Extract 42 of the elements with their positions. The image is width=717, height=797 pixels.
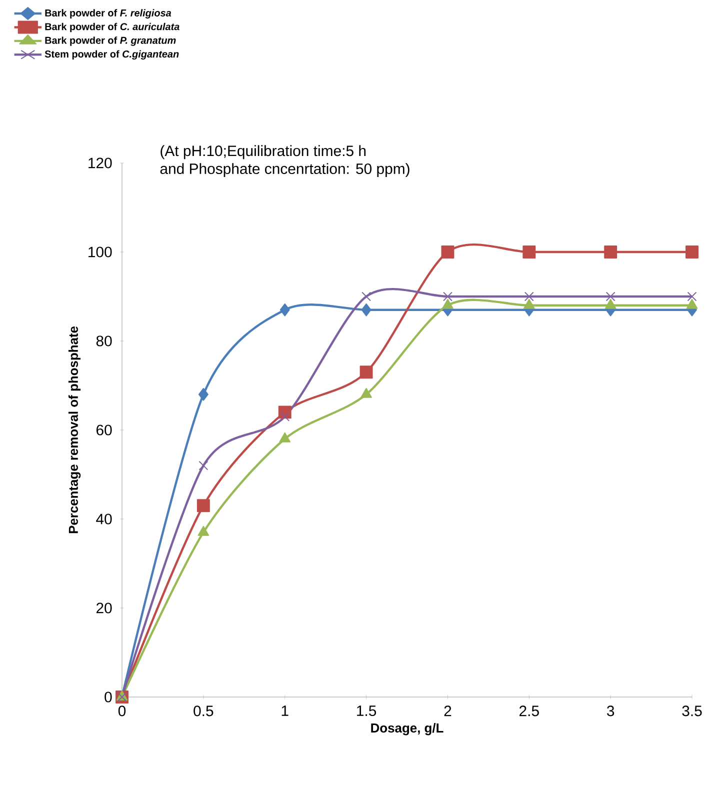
- point: [606, 292, 616, 302]
- y-tick-label: 20: [96, 602, 112, 614]
- chart-title: (At pH:10;Equilibration time:5 h: [160, 145, 366, 160]
- point: [686, 246, 698, 258]
- point: [280, 412, 290, 422]
- chart-subtitle: and Phosphate cncenrtation: 50 ppm): [160, 163, 410, 178]
- point: [198, 526, 210, 536]
- legend-label: Bark powder of P. granatum: [45, 36, 176, 46]
- y-axis-title: Percentage removal of phosphate: [68, 326, 81, 534]
- x-tick-label: 1.5: [357, 706, 376, 716]
- point: [360, 366, 373, 379]
- point: [360, 388, 372, 398]
- x-tick-label: 0.5: [194, 706, 214, 716]
- point: [604, 246, 618, 258]
- legend-label: Stem powder of C.gigantean: [44, 50, 179, 60]
- point: [198, 460, 208, 470]
- point: [522, 246, 536, 258]
- point: [524, 292, 534, 302]
- x-tick-label: 2.5: [520, 706, 539, 716]
- point: [198, 388, 208, 401]
- point: [278, 406, 292, 419]
- x-tick-label: 3: [606, 706, 614, 716]
- legend-label: Bark powder of F. religiosa: [45, 9, 172, 18]
- y-tick-label: 120: [88, 158, 112, 168]
- point: [279, 432, 291, 442]
- y-tick-label: 80: [96, 336, 112, 346]
- y-tick-label: 40: [96, 514, 112, 524]
- point: [196, 499, 210, 512]
- y-tick-label: 60: [96, 424, 112, 436]
- x-axis-title: Dosage, g/L: [371, 723, 444, 736]
- x-tick-label: 1: [282, 706, 288, 716]
- x-tick-label: 0: [118, 706, 126, 716]
- x-tick-label: 2: [444, 706, 452, 716]
- y-tick-label: 0: [104, 692, 112, 702]
- point: [361, 303, 372, 316]
- x-tick-label: 3.5: [682, 706, 702, 716]
- legend-label: Bark powder of C. auriculata: [45, 22, 180, 32]
- point: [442, 292, 452, 302]
- point: [687, 292, 697, 302]
- y-tick-label: 100: [88, 246, 112, 258]
- point: [280, 303, 290, 316]
- point: [441, 246, 454, 258]
